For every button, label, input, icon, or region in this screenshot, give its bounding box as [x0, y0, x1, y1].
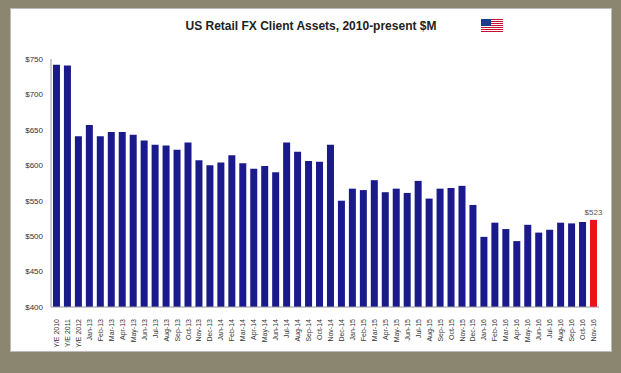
svg-text:Mar-16: Mar-16 — [502, 319, 509, 341]
svg-text:Jun-13: Jun-13 — [141, 319, 148, 341]
svg-text:Feb-15: Feb-15 — [360, 319, 367, 341]
svg-text:$600: $600 — [25, 161, 43, 170]
svg-text:Feb-13: Feb-13 — [97, 319, 104, 341]
svg-text:Oct-15: Oct-15 — [448, 319, 455, 340]
svg-text:Apr-13: Apr-13 — [119, 319, 127, 340]
svg-text:$523: $523 — [585, 208, 603, 217]
svg-text:Aug-13: Aug-13 — [163, 319, 171, 342]
svg-text:Sep-14: Sep-14 — [305, 319, 313, 342]
svg-text:Oct-14: Oct-14 — [316, 319, 323, 340]
svg-text:Jul-15: Jul-15 — [415, 319, 422, 338]
svg-text:Mar-15: Mar-15 — [371, 319, 378, 341]
svg-text:Sep-16: Sep-16 — [568, 319, 576, 342]
svg-text:May-13: May-13 — [130, 319, 138, 342]
svg-text:Sep-13: Sep-13 — [174, 319, 182, 342]
svg-text:May-16: May-16 — [524, 319, 532, 342]
svg-text:Mar-13: Mar-13 — [108, 319, 115, 341]
svg-text:$750: $750 — [25, 55, 43, 64]
svg-text:Dec-15: Dec-15 — [469, 319, 476, 342]
svg-text:$700: $700 — [25, 90, 43, 99]
svg-text:Jun-16: Jun-16 — [535, 319, 542, 341]
svg-text:Nov-13: Nov-13 — [195, 319, 202, 342]
svg-text:Aug-14: Aug-14 — [294, 319, 302, 342]
svg-text:Jul-16: Jul-16 — [546, 319, 553, 338]
svg-text:$400: $400 — [25, 303, 43, 312]
svg-text:Jul-14: Jul-14 — [283, 319, 290, 338]
svg-text:Dec-13: Dec-13 — [206, 319, 213, 342]
svg-text:Y/E 2011: Y/E 2011 — [64, 319, 71, 347]
svg-text:Aug-15: Aug-15 — [426, 319, 434, 342]
svg-text:Jan-15: Jan-15 — [349, 319, 356, 341]
svg-text:Oct-16: Oct-16 — [579, 319, 586, 340]
svg-text:Jan-13: Jan-13 — [86, 319, 93, 341]
svg-text:Nov-14: Nov-14 — [327, 319, 334, 342]
svg-text:Jan-16: Jan-16 — [480, 319, 487, 341]
svg-text:May-15: May-15 — [393, 319, 401, 342]
svg-text:Aug-16: Aug-16 — [557, 319, 565, 342]
svg-text:May-14: May-14 — [261, 319, 269, 342]
svg-text:Jun-14: Jun-14 — [272, 319, 279, 341]
html-text:US Retail FX Client Assets, 20: US Retail FX Client Assets, 2010-present… — [185, 19, 437, 33]
svg-text:Feb-14: Feb-14 — [228, 319, 235, 341]
svg-text:Jul-13: Jul-13 — [152, 319, 159, 338]
svg-text:Apr-16: Apr-16 — [513, 319, 521, 340]
svg-text:Apr-15: Apr-15 — [382, 319, 390, 340]
svg-text:Apr-14: Apr-14 — [250, 319, 258, 340]
svg-text:$450: $450 — [25, 267, 43, 276]
svg-text:Y/E 2010: Y/E 2010 — [53, 319, 60, 348]
svg-text:Oct-13: Oct-13 — [185, 319, 192, 340]
svg-text:Nov-15: Nov-15 — [459, 319, 466, 342]
svg-text:Jun-15: Jun-15 — [404, 319, 411, 341]
svg-text:Feb-16: Feb-16 — [491, 319, 498, 341]
svg-text:$550: $550 — [25, 197, 43, 206]
svg-text:$500: $500 — [25, 232, 43, 241]
svg-text:Mar-14: Mar-14 — [239, 319, 246, 341]
svg-text:Jan-14: Jan-14 — [217, 319, 224, 341]
svg-text:$650: $650 — [25, 126, 43, 135]
svg-text:Nov-16: Nov-16 — [590, 319, 597, 342]
svg-text:Sep-15: Sep-15 — [437, 319, 445, 342]
svg-text:Y/E 2012: Y/E 2012 — [75, 319, 82, 348]
svg-text:Dec-14: Dec-14 — [338, 319, 345, 342]
